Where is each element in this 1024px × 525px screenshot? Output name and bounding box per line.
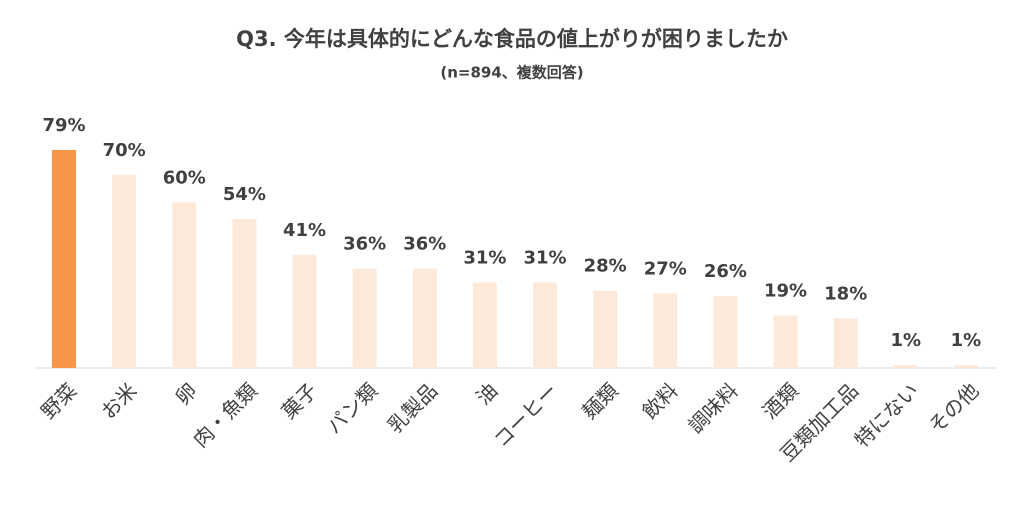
- x-tick-label: お米: [96, 378, 141, 423]
- value-label: 26%: [704, 261, 747, 282]
- x-tick-label: その他: [924, 378, 983, 437]
- bar: [953, 365, 978, 368]
- value-label: 31%: [523, 247, 566, 268]
- value-label: 28%: [584, 256, 627, 277]
- bar: [593, 290, 618, 368]
- bar: [172, 202, 197, 368]
- value-label: 31%: [463, 247, 506, 268]
- value-label: 1%: [891, 330, 922, 351]
- bar: [713, 296, 738, 368]
- x-tick-label: 肉・魚類: [188, 378, 262, 452]
- x-tick-label: 油: [471, 378, 502, 409]
- value-label: 27%: [644, 258, 687, 279]
- bar: [232, 218, 257, 368]
- value-label: 54%: [223, 184, 266, 205]
- x-tick-label: 乳製品: [383, 378, 442, 437]
- value-label: 36%: [343, 234, 386, 255]
- bar: [833, 318, 858, 368]
- x-tick-label: 野菜: [36, 378, 81, 423]
- bar: [112, 174, 137, 368]
- x-tick-label: 調味料: [683, 378, 742, 437]
- bar: [412, 268, 437, 368]
- value-label: 79%: [42, 115, 85, 136]
- value-label: 19%: [764, 281, 807, 302]
- value-label: 41%: [283, 220, 326, 241]
- value-label: 36%: [403, 234, 446, 255]
- value-label: 70%: [103, 140, 146, 161]
- bar: [352, 268, 377, 368]
- bar: [472, 282, 497, 368]
- x-tick-label: コーヒー: [489, 378, 563, 452]
- x-tick-label: 飲料: [637, 378, 682, 423]
- bar: [533, 282, 558, 368]
- x-tick-label: 卵: [171, 378, 202, 409]
- bar: [653, 293, 678, 368]
- chart-title: Q3. 今年は具体的にどんな食品の値上がりが困りましたか: [236, 27, 788, 51]
- value-label: 60%: [163, 167, 206, 188]
- bar: [52, 149, 76, 368]
- x-tick-label: 麺類: [577, 378, 622, 423]
- x-tick-label: 特にない: [850, 378, 924, 452]
- x-tick-label: パン類: [322, 378, 382, 438]
- value-label: 18%: [824, 283, 867, 304]
- chart-subtitle: (n=894、複数回答): [440, 64, 583, 82]
- bar: [773, 315, 798, 368]
- bar: [292, 254, 317, 368]
- value-label: 1%: [951, 330, 982, 351]
- bar: [893, 365, 918, 368]
- x-tick-label: 菓子: [277, 378, 322, 423]
- x-tick-label: 酒類: [758, 378, 803, 423]
